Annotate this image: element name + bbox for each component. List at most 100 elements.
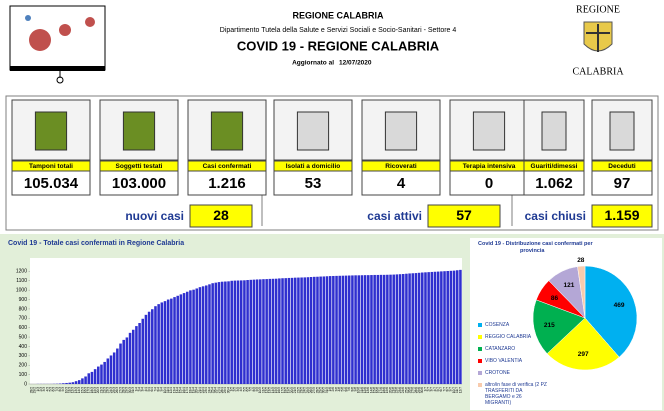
bar bbox=[74, 381, 78, 384]
x-tick-label: 15/3 bbox=[80, 387, 84, 393]
legend-swatch bbox=[478, 383, 482, 387]
tile-value: 1.216 bbox=[208, 175, 246, 192]
bar bbox=[97, 366, 100, 384]
x-tick-label: 4/4 bbox=[144, 387, 148, 392]
tile-label: Casi confermati bbox=[203, 163, 252, 170]
bar bbox=[176, 295, 179, 384]
tile-label: Soggetti testati bbox=[116, 163, 163, 170]
y-tick-label: 300 bbox=[19, 353, 28, 359]
x-tick-label: 7/6 bbox=[347, 387, 351, 392]
icon-figure bbox=[296, 111, 330, 151]
icon-figure bbox=[609, 111, 635, 151]
bar bbox=[259, 279, 262, 384]
bar bbox=[262, 279, 265, 384]
x-tick-label: 23/6 bbox=[398, 387, 402, 393]
bar bbox=[220, 281, 224, 384]
bar bbox=[421, 272, 424, 384]
bar bbox=[170, 298, 173, 384]
x-tick-label: 28/4 bbox=[220, 387, 224, 393]
x-tick-label: 24/6 bbox=[401, 387, 405, 393]
bar bbox=[239, 280, 243, 384]
slice-label: 215 bbox=[544, 322, 555, 329]
bar bbox=[316, 276, 319, 384]
x-tick-label: 29/5 bbox=[318, 387, 322, 393]
x-tick-label: 28/2 bbox=[29, 387, 33, 393]
bar bbox=[306, 277, 310, 384]
bar bbox=[106, 358, 110, 384]
x-tick-label: 5/3 bbox=[48, 387, 52, 392]
x-tick-label: 29/4 bbox=[223, 387, 227, 393]
bar bbox=[281, 278, 284, 384]
y-tick-label: 800 bbox=[19, 306, 28, 312]
bar bbox=[354, 275, 357, 384]
x-tick-label: 29/3 bbox=[125, 387, 129, 393]
legend-item: CATANZARO bbox=[478, 346, 548, 352]
bar bbox=[309, 277, 313, 384]
legend-item: COSENZA bbox=[478, 322, 548, 328]
x-tick-label: 5/6 bbox=[341, 387, 345, 392]
legend-swatch bbox=[478, 335, 482, 339]
bar bbox=[398, 274, 402, 384]
x-tick-label: 8/4 bbox=[156, 387, 160, 392]
bar bbox=[452, 270, 456, 384]
x-tick-label: 31/5 bbox=[325, 387, 329, 393]
bar bbox=[440, 271, 443, 384]
y-tick-label: 500 bbox=[19, 334, 28, 340]
bar bbox=[192, 289, 195, 384]
bar bbox=[147, 311, 151, 384]
bar bbox=[182, 293, 186, 384]
x-tick-label: 19/6 bbox=[385, 387, 389, 393]
legend-label: altro/in fase di verifica (2 PZ TRASFERI… bbox=[485, 382, 547, 406]
logo-bottom: CALABRIA bbox=[572, 66, 624, 77]
legend-label: CROTONE bbox=[485, 370, 510, 376]
x-tick-label: 17/5 bbox=[280, 387, 284, 393]
x-tick-label: 9/4 bbox=[160, 387, 164, 392]
bar bbox=[325, 276, 329, 384]
x-tick-label: 30/3 bbox=[128, 387, 132, 393]
tile-value-bg bbox=[361, 170, 441, 196]
x-tick-label: 10/3 bbox=[64, 387, 68, 393]
x-tick-label: 19/5 bbox=[287, 387, 291, 393]
bar bbox=[367, 275, 370, 384]
x-tick-label: 30/5 bbox=[322, 387, 326, 393]
bar bbox=[265, 279, 268, 384]
y-tick-label: 600 bbox=[19, 325, 28, 331]
x-tick-label: 9/7 bbox=[449, 387, 453, 392]
x-tick-label: 7/5 bbox=[249, 387, 253, 392]
x-tick-label: 2/3 bbox=[39, 387, 43, 392]
updated-date: 12/07/2020 bbox=[339, 60, 372, 67]
bar bbox=[185, 291, 189, 384]
y-tick-label: 100 bbox=[19, 372, 28, 378]
tile-value-bg bbox=[273, 170, 353, 196]
bar bbox=[217, 282, 221, 384]
y-tick-label: 900 bbox=[19, 297, 28, 303]
x-tick-label: 7/3 bbox=[55, 387, 59, 392]
bar bbox=[338, 275, 341, 384]
x-tick-label: 16/4 bbox=[182, 387, 186, 393]
x-tick-label: 12/7 bbox=[458, 387, 462, 393]
summary-box bbox=[427, 204, 501, 228]
summary-label: casi attivi bbox=[367, 209, 422, 223]
bar bbox=[249, 279, 253, 384]
x-tick-label: 7/4 bbox=[153, 387, 157, 392]
tile-value: 53 bbox=[305, 175, 322, 192]
x-tick-label: 16/6 bbox=[376, 387, 380, 393]
x-tick-label: 3/4 bbox=[141, 387, 145, 392]
x-tick-label: 3/5 bbox=[236, 387, 240, 392]
x-tick-label: 18/5 bbox=[284, 387, 288, 393]
x-tick-label: 1/3 bbox=[36, 387, 40, 392]
bar bbox=[135, 326, 138, 384]
bar bbox=[363, 275, 367, 384]
x-tick-label: 12/6 bbox=[363, 387, 367, 393]
y-tick-label: 0 bbox=[24, 381, 27, 387]
bar bbox=[411, 273, 415, 384]
bar bbox=[360, 275, 364, 384]
summary-label: nuovi casi bbox=[125, 209, 184, 223]
x-tick-label: 1/4 bbox=[134, 387, 138, 392]
x-tick-label: 8/3 bbox=[58, 387, 62, 392]
bar bbox=[195, 288, 199, 384]
bar bbox=[166, 299, 170, 384]
x-tick-label: 5/4 bbox=[147, 387, 151, 392]
chart-title: Covid 19 - Distribuzione casi confermati… bbox=[478, 241, 593, 254]
x-tick-label: 22/4 bbox=[201, 387, 205, 393]
